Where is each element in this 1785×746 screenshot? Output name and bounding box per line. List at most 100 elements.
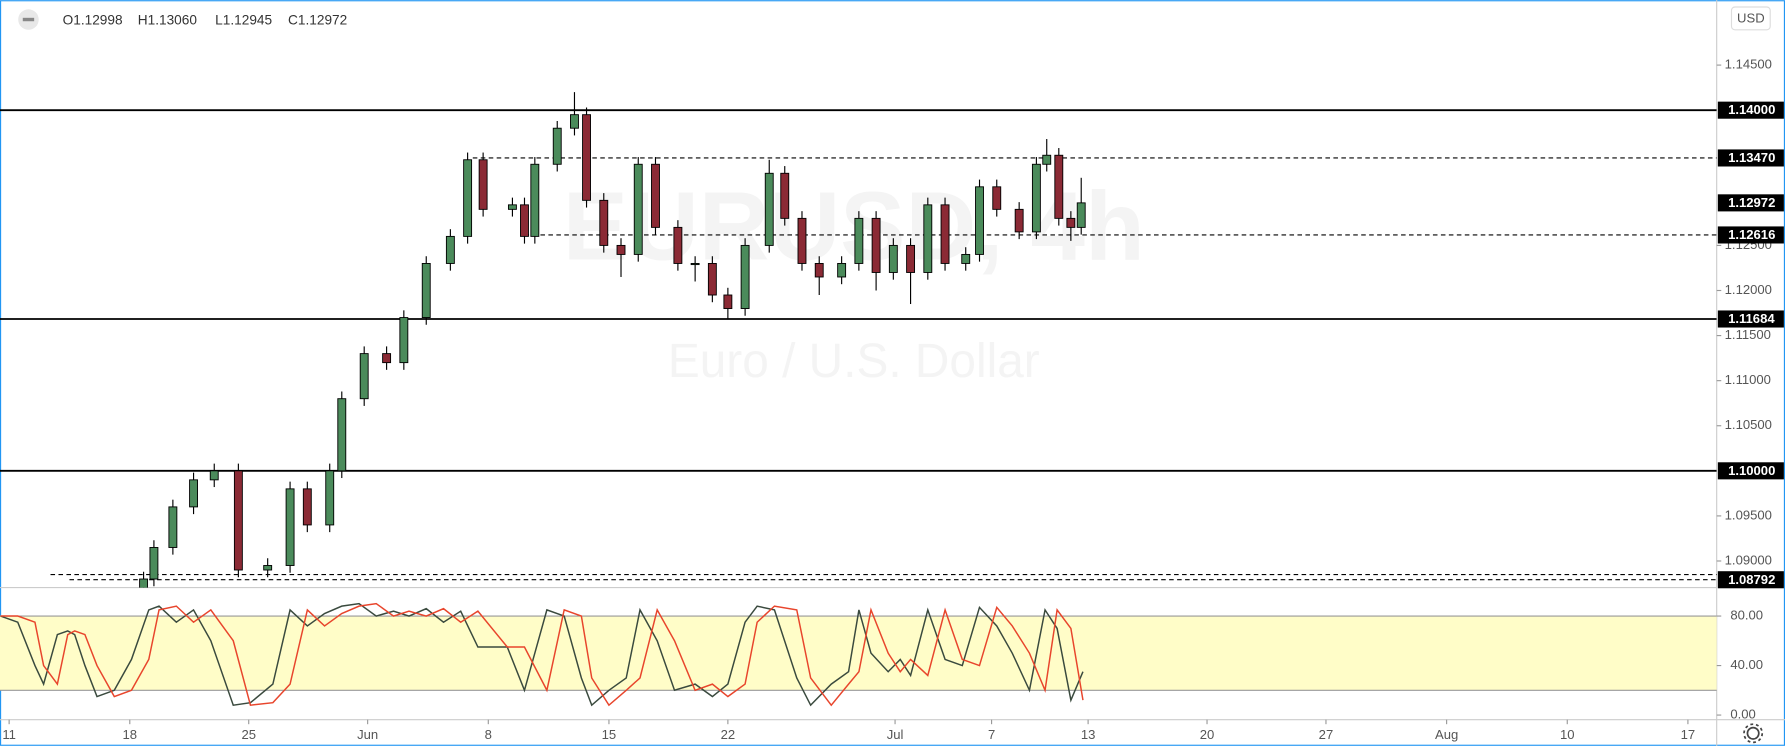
- x-tick-label: 27: [1319, 727, 1334, 742]
- currency: USD: [1737, 10, 1765, 25]
- candle-body: [690, 262, 700, 266]
- candle-body: [992, 186, 1002, 210]
- y-tick-label: 80.00: [1730, 608, 1763, 623]
- candle-body: [975, 186, 984, 255]
- candle-body: [871, 217, 881, 273]
- y-tick-label: 1.12000: [1725, 282, 1772, 297]
- y-tick-label: 1.11500: [1725, 327, 1771, 342]
- candle-body: [673, 226, 683, 264]
- collapse-icon: [22, 17, 35, 22]
- level-label: 1.12616: [1728, 227, 1775, 242]
- candle-body: [399, 317, 409, 364]
- x-tick-label: Jun: [357, 727, 378, 742]
- level-label-box: [1717, 226, 1784, 244]
- candle-body: [263, 565, 273, 571]
- candle-body: [837, 262, 847, 278]
- x-tick-label: Jul: [887, 727, 904, 742]
- price-pane: [0, 92, 1717, 588]
- candle-body: [814, 262, 824, 278]
- level-label-box: [1717, 310, 1784, 328]
- stochastic-line: [0, 602, 1084, 707]
- last-price-label: 1.12972: [1728, 195, 1775, 210]
- y-tick-label: 40.00: [1730, 657, 1763, 672]
- level-label-box: [1717, 462, 1784, 480]
- candle-body: [570, 114, 579, 129]
- candle-body: [285, 488, 295, 566]
- ohlc-low: L1.12945: [215, 12, 272, 27]
- candle-body: [599, 199, 609, 246]
- candle-body: [530, 163, 540, 237]
- candle-body: [359, 353, 369, 400]
- candle-body: [940, 204, 950, 264]
- candle-body: [923, 204, 933, 273]
- candle-body: [854, 217, 864, 264]
- stochastic-line: [0, 602, 1084, 707]
- candle-body: [209, 470, 219, 481]
- candle-body: [797, 217, 807, 264]
- x-tick-label: 10: [1560, 727, 1575, 742]
- level-label-box: [1717, 571, 1784, 589]
- candle-body: [764, 172, 774, 246]
- settings-icon[interactable]: [1743, 723, 1764, 744]
- candle-body: [1031, 163, 1041, 233]
- x-tick-label: 15: [602, 727, 617, 742]
- x-tick-label: 22: [721, 727, 736, 742]
- x-tick-label: 17: [1681, 727, 1696, 742]
- candle-body: [337, 398, 347, 472]
- axes: 1.145001.125001.120001.115001.110001.105…: [2, 57, 1784, 742]
- candle-body: [520, 204, 529, 237]
- y-tick-label: 1.11000: [1725, 372, 1771, 387]
- currency-button[interactable]: [1730, 6, 1771, 31]
- candle-body: [1014, 208, 1024, 233]
- stochastic-band: [0, 616, 1717, 691]
- x-tick-label: 20: [1200, 727, 1215, 742]
- candle-body: [740, 244, 750, 309]
- candle-body: [1054, 154, 1064, 219]
- candle-body: [421, 262, 431, 319]
- settings-teeth: [1743, 723, 1764, 744]
- candle-body: [302, 488, 312, 526]
- candle-body: [906, 244, 916, 273]
- level-label-box: [1717, 149, 1784, 167]
- x-tick-label: 18: [123, 727, 138, 742]
- y-tick-label: 1.09500: [1725, 507, 1772, 522]
- candle-body: [616, 244, 626, 255]
- x-tick-label: 8: [485, 727, 492, 742]
- level-label: 1.14000: [1728, 102, 1775, 117]
- candle-body: [1076, 202, 1086, 228]
- settings-gear: [1746, 726, 1760, 740]
- candle-body: [651, 163, 660, 228]
- candle-body: [707, 262, 717, 296]
- last-price-box: [1717, 194, 1784, 212]
- candle-body: [1066, 217, 1076, 228]
- candle-body: [1042, 154, 1052, 165]
- ohlc-high: H1.13060: [138, 12, 198, 27]
- candle-body: [463, 159, 473, 237]
- ohlc-close: C1.12972: [288, 12, 347, 27]
- candle-body: [552, 127, 562, 165]
- candle-body: [233, 470, 243, 571]
- watermark-subtitle: Euro / U.S. Dollar: [668, 335, 1040, 388]
- candle-body: [888, 244, 898, 273]
- ohlc-open: O1.12998: [63, 12, 123, 27]
- candle-body: [149, 547, 159, 580]
- level-label: 1.10000: [1728, 463, 1775, 478]
- candle-body: [382, 353, 392, 364]
- x-tick-label: 7: [988, 727, 995, 742]
- x-tick-label: 13: [1081, 727, 1096, 742]
- candle-body: [139, 578, 149, 588]
- candle-body: [168, 506, 178, 548]
- candle-body: [478, 159, 488, 210]
- x-tick-label: 25: [241, 727, 256, 742]
- candle-body: [723, 294, 733, 309]
- y-tick-label: 1.14500: [1725, 57, 1772, 72]
- y-tick-label: 1.09000: [1725, 552, 1772, 567]
- stochastic-pane: [0, 602, 1717, 707]
- level-label: 1.08792: [1728, 572, 1775, 587]
- y-tick-label: 1.10500: [1725, 417, 1772, 432]
- candle-body: [633, 163, 643, 255]
- level-label: 1.11684: [1728, 311, 1775, 326]
- x-tick-label: Aug: [1435, 727, 1458, 742]
